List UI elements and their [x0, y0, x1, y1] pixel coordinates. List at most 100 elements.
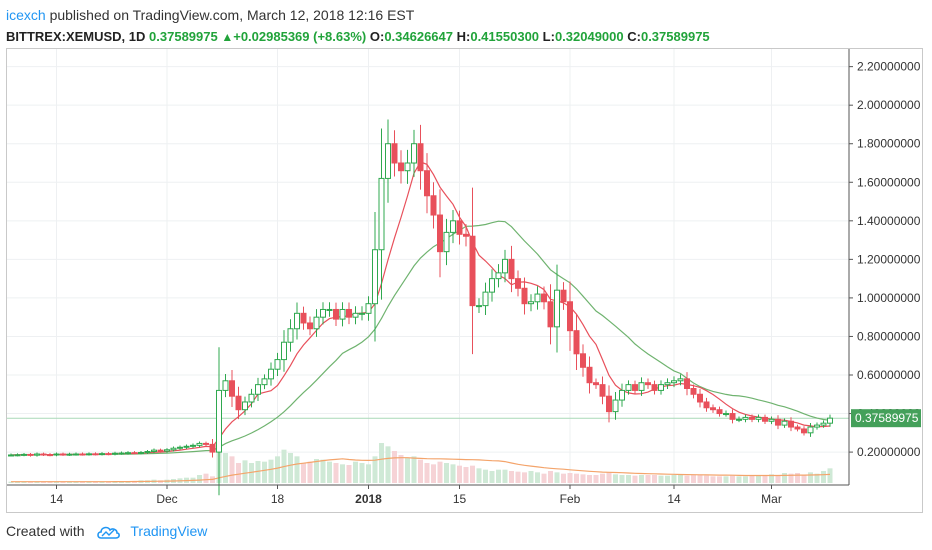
volume-bar	[658, 475, 664, 483]
candle-up	[86, 453, 92, 456]
candle-down	[645, 382, 651, 386]
volume-bar	[593, 475, 599, 483]
candle-up	[320, 308, 326, 318]
volume-bar	[320, 459, 326, 483]
candle-down	[788, 420, 794, 428]
candle-down	[391, 143, 398, 164]
volume-bar	[600, 473, 605, 483]
candle-down	[599, 384, 606, 397]
volume-bar	[671, 475, 677, 483]
volume-bar	[788, 473, 794, 483]
volume-bar	[632, 475, 638, 483]
author-link[interactable]: icexch	[6, 7, 46, 23]
high-label: H:	[456, 29, 471, 44]
volume-bar	[268, 459, 274, 483]
chart-area[interactable]: 2.20000000 2.00000000 1.80000000 1.60000000…	[6, 48, 923, 513]
candle-down	[508, 258, 515, 280]
candle-up	[8, 454, 14, 457]
candle-up	[528, 301, 534, 305]
candle-up	[755, 416, 762, 420]
volume-bar	[333, 463, 339, 483]
published-text: published on TradingView.com, March 12, …	[49, 7, 415, 23]
candle-down	[703, 401, 710, 409]
candle-down	[437, 214, 443, 253]
candle-up	[66, 453, 73, 456]
candle-up	[638, 382, 645, 391]
candle-up	[118, 452, 125, 455]
candle-up	[222, 380, 229, 391]
candle-down	[463, 233, 469, 237]
last-price-label-box	[851, 409, 921, 428]
x-tick-label: Feb	[560, 492, 581, 506]
candle-up	[489, 278, 495, 293]
volume-bar	[450, 464, 456, 483]
volume-bar	[691, 475, 696, 483]
volume-bar	[340, 464, 345, 483]
volume-bar	[249, 463, 254, 483]
candle-up	[339, 308, 346, 320]
candle-up	[248, 393, 255, 403]
volume-bar	[73, 481, 79, 483]
candle-down	[580, 353, 586, 368]
candle-up	[112, 452, 118, 455]
volume-bar	[86, 481, 92, 483]
volume-bar	[619, 475, 625, 483]
volume-bar	[67, 481, 72, 483]
candle-up	[781, 420, 788, 426]
volume-bar	[470, 465, 475, 483]
volume-bar	[476, 468, 482, 483]
high-value: 0.41550300	[470, 29, 540, 44]
volume-bar	[15, 481, 20, 483]
candle-down	[229, 380, 235, 397]
volume-bar	[405, 457, 410, 483]
candle-up	[53, 453, 60, 456]
volume-bar	[541, 473, 547, 483]
volume-bar	[203, 473, 209, 483]
candle-up	[619, 389, 625, 401]
volume-bar	[411, 456, 417, 483]
candle-down	[521, 287, 528, 305]
volume-bar	[431, 464, 436, 483]
candle-up	[476, 305, 482, 308]
candle-down	[456, 220, 463, 235]
candle-down	[398, 162, 404, 172]
volume-bar	[548, 471, 553, 483]
price-chart[interactable]: 2.20000000 2.00000000 1.80000000 1.60000000…	[7, 49, 922, 512]
ohlc-line: BITTREX:XEMUSD, 1D 0.37589975 ▲+0.029853…	[6, 27, 926, 47]
volume-bar	[398, 455, 404, 483]
volume-bar	[684, 475, 690, 483]
volume-bar	[743, 476, 748, 483]
candle-down	[710, 407, 716, 411]
candle-down	[47, 454, 53, 457]
candle-down	[203, 442, 209, 445]
candle-up	[73, 453, 79, 456]
candle-up	[274, 359, 281, 370]
volume-bar	[236, 463, 241, 483]
volume-bar	[444, 463, 449, 483]
volume-bar	[47, 481, 53, 483]
candle-up	[450, 220, 456, 233]
volume-bar	[418, 459, 423, 483]
candle-down	[105, 453, 112, 456]
tradingview-brand-link[interactable]: TradingView	[130, 523, 208, 539]
volume-bar	[801, 475, 807, 483]
volume-bar	[782, 473, 787, 483]
volume-bar	[704, 475, 709, 483]
candle-down	[131, 452, 138, 455]
volume-bar	[262, 461, 267, 483]
ma-slow-line	[10, 220, 831, 456]
tradingview-cloud-icon[interactable]	[96, 525, 121, 540]
candle-up	[820, 422, 827, 426]
candle-down	[235, 395, 242, 411]
candle-down	[606, 395, 612, 413]
low-label: L:	[542, 29, 555, 44]
volume-bar	[34, 481, 40, 483]
volume-bar	[255, 461, 261, 483]
candle-up	[144, 451, 151, 454]
candle-up	[164, 449, 170, 452]
volume-bar	[60, 481, 66, 483]
candle-down	[515, 278, 521, 289]
candle-down	[157, 449, 164, 452]
x-tick-label: 14	[667, 492, 681, 506]
candle-down	[547, 301, 554, 328]
